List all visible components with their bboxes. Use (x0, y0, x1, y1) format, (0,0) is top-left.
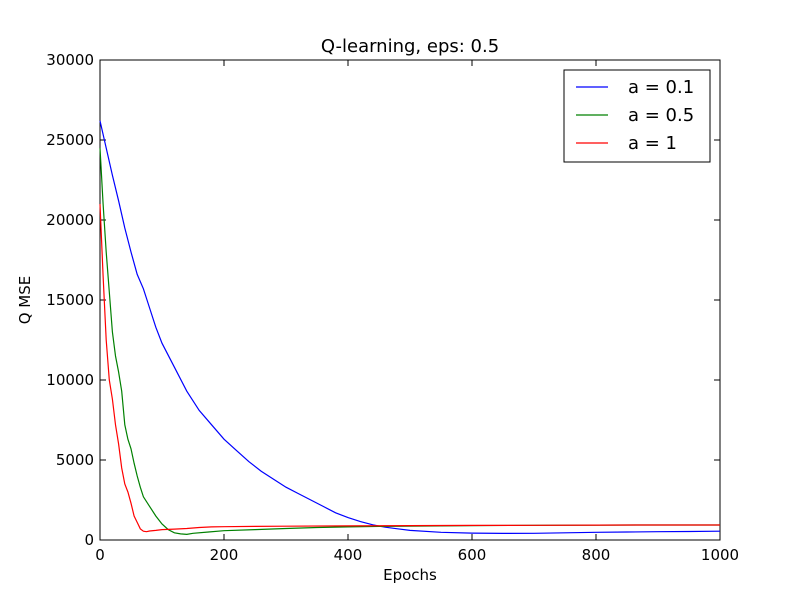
x-axis: 0 200 400 600 800 1000 (95, 60, 739, 564)
y-tick-label: 15000 (46, 291, 94, 309)
y-tick-label: 20000 (46, 211, 94, 229)
legend-box (563, 69, 711, 163)
x-tick-label: 400 (334, 546, 363, 564)
y-tick-label: 10000 (46, 371, 94, 389)
x-tick-label: 600 (458, 546, 487, 564)
y-tick-label: 5000 (56, 451, 94, 469)
y-tick-label: 30000 (46, 51, 94, 69)
chart-title: Q-learning, eps: 0.5 (321, 36, 499, 57)
series-line-1 (99, 120, 721, 535)
y-axis-title: Q MSE (16, 276, 34, 325)
y-tick-label: 25000 (46, 131, 94, 149)
x-tick-label: 1000 (701, 546, 739, 564)
legend-label-2: a = 0.5 (628, 105, 694, 126)
legend-label-1: a = 0.1 (628, 77, 694, 98)
x-tick-label: 0 (95, 546, 105, 564)
y-tick-label: 0 (84, 531, 94, 549)
series-line-2 (99, 147, 720, 536)
legend: a = 0.1 a = 0.5 a = 1 (563, 69, 711, 163)
legend-label-3: a = 1 (628, 133, 677, 154)
y-axis: 0 5000 10000 15000 20000 25000 30000 (46, 51, 720, 549)
x-tick-label: 200 (210, 546, 239, 564)
series-layer (99, 120, 721, 536)
x-tick-label: 800 (582, 546, 611, 564)
x-axis-title: Epochs (383, 566, 437, 584)
series-line-3 (99, 203, 720, 533)
